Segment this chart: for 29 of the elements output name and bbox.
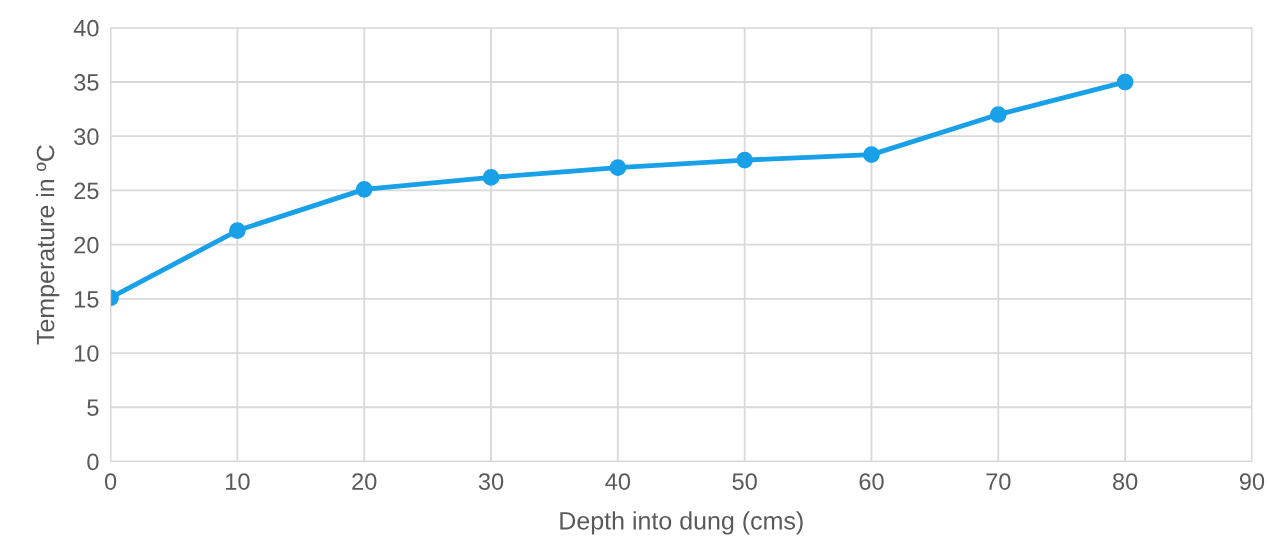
point: [482, 169, 500, 186]
x-tick-label: 60: [859, 473, 884, 490]
y-axis-title: Temperature in ºC: [36, 145, 60, 345]
x-tick-label: 40: [605, 473, 631, 490]
point: [989, 106, 1007, 123]
point: [355, 181, 373, 198]
y-tick-label: 0: [87, 453, 99, 471]
x-tick-label: 70: [986, 473, 1011, 490]
y-tick-label: 40: [73, 19, 99, 37]
point: [229, 222, 246, 239]
x-tick-label: 30: [478, 473, 504, 490]
y-tick-label: 25: [74, 182, 99, 200]
x-axis-title: Depth into dung (cms): [560, 511, 803, 535]
x-tick-label: 90: [1239, 473, 1265, 490]
point: [609, 159, 627, 176]
x-tick-label: 50: [732, 473, 757, 490]
point: [736, 151, 753, 169]
y-tick-label: 10: [75, 345, 99, 362]
point: [1116, 73, 1134, 91]
x-tick-label: 10: [226, 473, 250, 490]
x-tick-label: 80: [1113, 473, 1138, 490]
point: [863, 146, 880, 163]
y-tick-label: 35: [74, 74, 99, 91]
y-tick-label: 30: [74, 128, 99, 146]
x-tick-label: 20: [352, 473, 377, 490]
x-tick-label: 0: [104, 473, 117, 490]
y-tick-label: 15: [75, 291, 99, 308]
y-tick-label: 20: [74, 236, 99, 254]
y-tick-label: 5: [87, 399, 99, 417]
